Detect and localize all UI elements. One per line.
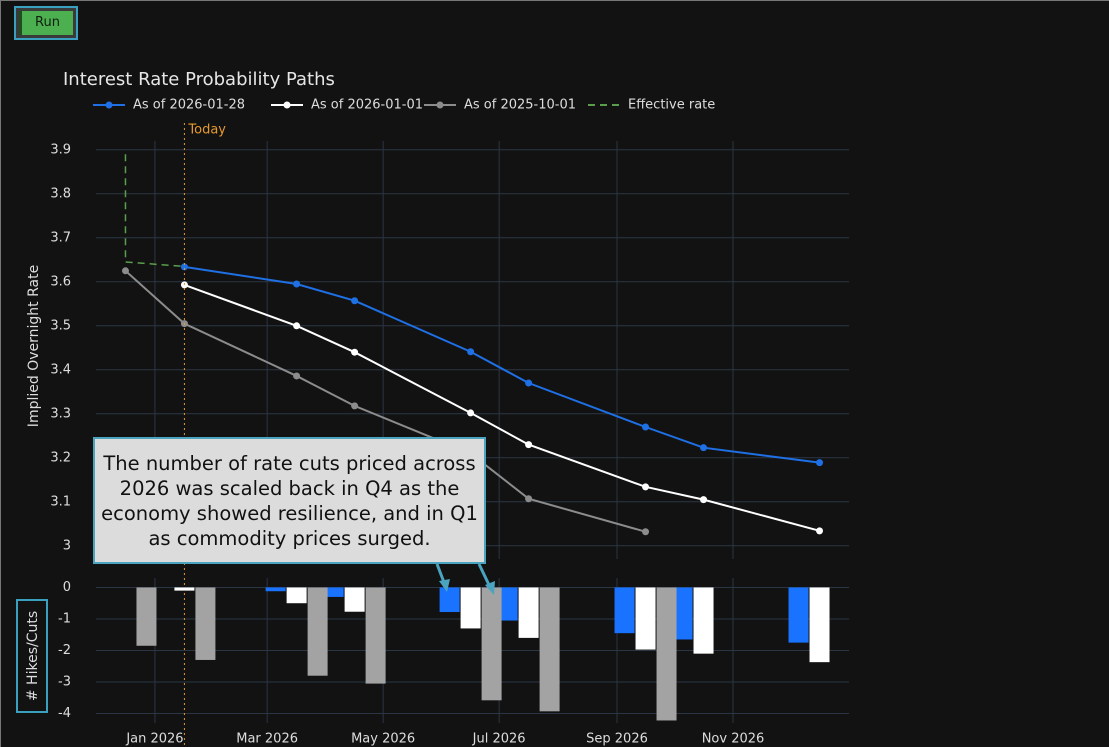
data-point bbox=[351, 297, 359, 305]
x-tick-label: Sep 2026 bbox=[586, 732, 648, 747]
data-point bbox=[525, 441, 533, 449]
legend-label: As of 2026-01-01 bbox=[311, 98, 423, 113]
series-line bbox=[184, 265, 820, 464]
data-point bbox=[642, 528, 650, 536]
legend-marker bbox=[283, 101, 291, 109]
highlight-box bbox=[16, 599, 48, 713]
y-tick-label: 3.8 bbox=[50, 186, 71, 201]
bar bbox=[265, 587, 286, 592]
y-tick-label: -1 bbox=[58, 611, 71, 626]
y-tick-label: 0 bbox=[63, 580, 71, 595]
bar bbox=[439, 587, 460, 613]
bar bbox=[460, 587, 481, 629]
data-point bbox=[121, 267, 129, 275]
y-tick-label: 3.4 bbox=[50, 362, 71, 377]
data-point bbox=[642, 483, 650, 491]
x-tick-label: Jan 2026 bbox=[125, 732, 183, 747]
bar bbox=[344, 587, 365, 612]
bar bbox=[539, 587, 560, 712]
bar bbox=[809, 587, 830, 663]
bar bbox=[365, 587, 386, 684]
annotation-line: The number of rate cuts priced across bbox=[103, 451, 476, 475]
x-tick-label: Mar 2026 bbox=[236, 732, 298, 747]
y-tick-label: -3 bbox=[58, 675, 71, 690]
bar bbox=[788, 587, 809, 643]
bar bbox=[481, 587, 502, 701]
y-tick-label: 3.3 bbox=[50, 406, 71, 421]
arrow bbox=[477, 563, 492, 588]
series-line bbox=[184, 283, 820, 532]
x-tick-label: Jul 2026 bbox=[472, 732, 526, 747]
data-point bbox=[467, 348, 475, 356]
bar bbox=[195, 587, 216, 660]
annotation: The number of rate cuts priced across 202… bbox=[93, 437, 486, 564]
legend-label: Effective rate bbox=[628, 98, 715, 113]
y-tick-label: 3.9 bbox=[50, 142, 71, 157]
bar bbox=[174, 587, 195, 591]
plot-layer: 3 3.1 3.2 3.3 3.4 3.5 3.6 3.7 3.8 3.9 0 -1 -2 -3 -4 Jan… bbox=[50, 123, 849, 747]
bar bbox=[672, 587, 693, 640]
data-point bbox=[351, 348, 359, 356]
bar bbox=[635, 587, 656, 650]
bar bbox=[693, 587, 714, 654]
data-point bbox=[467, 409, 475, 417]
legend-marker bbox=[436, 101, 444, 109]
y-tick-label: 3.6 bbox=[50, 274, 71, 289]
legend-label: As of 2025-10-01 bbox=[464, 98, 576, 113]
data-point bbox=[816, 459, 824, 467]
data-point bbox=[642, 423, 650, 431]
legend-marker bbox=[105, 101, 113, 109]
run-button[interactable]: Run bbox=[14, 6, 78, 40]
y-tick-label: -2 bbox=[58, 643, 71, 658]
bar bbox=[614, 587, 635, 634]
data-point bbox=[293, 280, 301, 288]
run-label[interactable]: Run bbox=[19, 11, 73, 35]
data-point bbox=[525, 379, 533, 387]
y-tick-label: 3.7 bbox=[50, 230, 71, 245]
data-point bbox=[351, 402, 359, 410]
bar bbox=[307, 587, 328, 676]
today-label: Today bbox=[187, 123, 226, 138]
bar bbox=[518, 587, 539, 638]
data-point bbox=[816, 527, 824, 535]
data-point bbox=[525, 495, 533, 503]
x-tick-label: May 2026 bbox=[351, 732, 415, 747]
chart-title: Interest Rate Probability Paths bbox=[63, 69, 335, 90]
bar bbox=[656, 587, 677, 721]
y-tick-label: 3.2 bbox=[50, 450, 71, 465]
bar bbox=[497, 587, 518, 621]
data-point bbox=[293, 322, 301, 330]
annotation-line: economy showed resilience, and in Q1 bbox=[101, 501, 478, 525]
y-axis-title: # Hikes/Cuts bbox=[25, 611, 41, 701]
data-point bbox=[293, 372, 301, 380]
bar bbox=[136, 587, 157, 646]
data-point bbox=[700, 444, 708, 452]
x-tick-label: Nov 2026 bbox=[702, 732, 765, 747]
y-tick-label: 3.5 bbox=[50, 318, 71, 333]
data-point bbox=[700, 496, 708, 504]
y-tick-label: -4 bbox=[58, 706, 71, 721]
effective-rate-line bbox=[124, 154, 185, 268]
bar bbox=[286, 587, 307, 604]
bar bbox=[323, 587, 344, 597]
data-point bbox=[180, 263, 188, 271]
y-axis-title: Implied Overnight Rate bbox=[26, 265, 42, 427]
arrow-head bbox=[439, 579, 450, 592]
arrow-head bbox=[485, 581, 495, 595]
y-tick-label: 3.1 bbox=[50, 494, 71, 509]
annotation-line: as commodity prices surged. bbox=[148, 526, 431, 550]
y-tick-label: 3 bbox=[63, 538, 71, 553]
annotation-line: 2026 was scaled back in Q4 as the bbox=[119, 476, 460, 500]
legend-label: As of 2026-01-28 bbox=[133, 98, 245, 113]
